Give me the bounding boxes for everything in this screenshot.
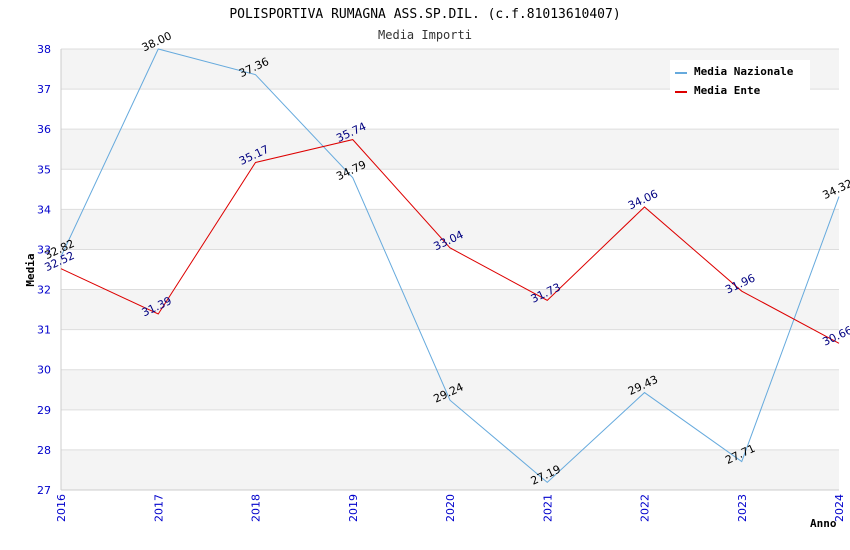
y-tick-label: 35 xyxy=(37,163,51,176)
legend-box xyxy=(670,60,810,102)
y-axis-label: Media xyxy=(24,253,37,286)
data-label: 34.32 xyxy=(820,177,850,202)
y-tick-label: 31 xyxy=(37,324,51,337)
y-tick-labels: 27 28 29 30 31 32 33 34 35 36 37 38 xyxy=(37,43,51,497)
grid-band xyxy=(61,369,839,410)
grid-lines xyxy=(61,48,839,491)
y-tick-label: 29 xyxy=(37,404,51,417)
grid-band xyxy=(61,289,839,330)
legend: Media Nazionale Media Ente xyxy=(670,60,810,102)
x-tick-label: 2018 xyxy=(250,494,263,522)
x-tick-label: 2019 xyxy=(347,494,360,522)
y-tick-label: 36 xyxy=(37,123,51,136)
x-axis-label: Anno xyxy=(810,517,837,530)
x-tick-label: 2022 xyxy=(639,494,652,522)
y-tick-label: 38 xyxy=(37,43,51,56)
y-tick-label: 33 xyxy=(37,243,51,256)
y-tick-label: 28 xyxy=(37,444,51,457)
y-tick-label: 37 xyxy=(37,83,51,96)
y-tick-label: 30 xyxy=(37,364,51,377)
y-tick-label: 27 xyxy=(37,484,51,497)
x-tick-label: 2023 xyxy=(736,494,749,522)
x-tick-label: 2021 xyxy=(541,494,554,522)
x-tick-labels: 2016 2017 2018 2019 2020 2021 2022 2023 2024 xyxy=(55,494,846,522)
x-tick-label: 2024 xyxy=(833,494,846,522)
y-tick-label: 32 xyxy=(37,284,51,297)
grid-band xyxy=(61,449,839,490)
legend-label-media-ente: Media Ente xyxy=(694,84,761,97)
x-tick-label: 2016 xyxy=(55,494,68,522)
x-tick-label: 2017 xyxy=(152,494,165,522)
series-lines xyxy=(60,48,840,484)
legend-label-media-nazionale: Media Nazionale xyxy=(694,65,794,78)
chart-title: POLISPORTIVA RUMAGNA ASS.SP.DIL. (c.f.81… xyxy=(229,7,620,22)
grid-band xyxy=(61,129,839,170)
grid-bands xyxy=(61,49,839,490)
chart-subtitle: Media Importi xyxy=(378,28,472,42)
y-tick-label: 34 xyxy=(37,203,51,216)
grid-band xyxy=(61,209,839,250)
series-line-media-nazionale xyxy=(60,48,840,484)
x-tick-label: 2020 xyxy=(444,494,457,522)
series-line-media-ente xyxy=(60,139,840,344)
